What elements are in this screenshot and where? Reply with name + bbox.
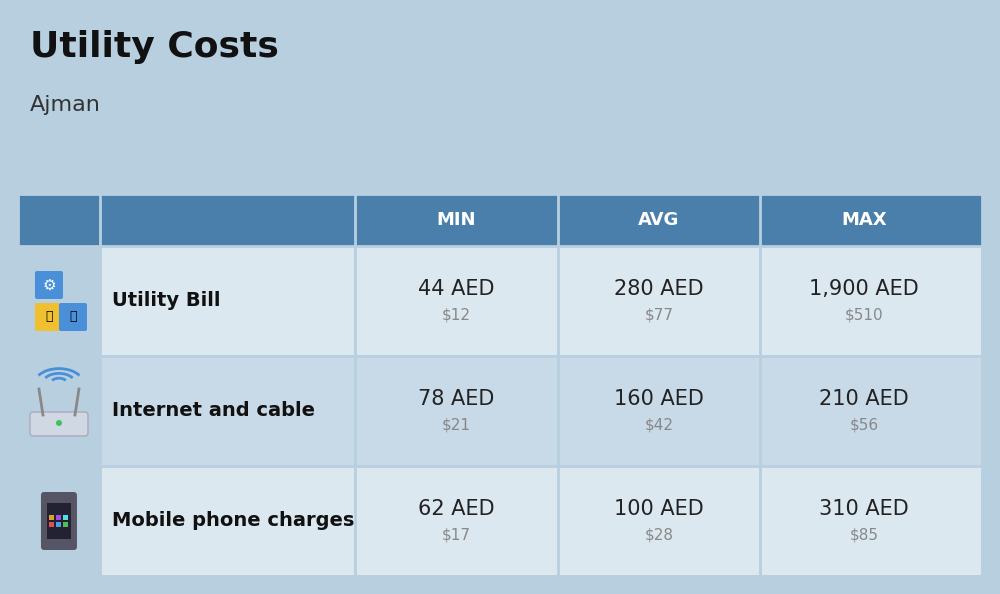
Text: 160 AED: 160 AED: [614, 389, 704, 409]
Text: $17: $17: [442, 527, 471, 542]
Bar: [56, 522, 61, 527]
Text: 44 AED: 44 AED: [418, 279, 495, 299]
Bar: [18, 246, 100, 356]
Text: AVG: AVG: [638, 211, 680, 229]
FancyBboxPatch shape: [59, 303, 87, 331]
Text: $21: $21: [442, 418, 471, 432]
FancyBboxPatch shape: [41, 492, 77, 550]
Text: $77: $77: [645, 308, 674, 323]
Bar: [49, 522, 54, 527]
FancyBboxPatch shape: [30, 412, 88, 436]
Bar: [848, 474, 882, 548]
Text: Utility Costs: Utility Costs: [30, 30, 279, 64]
FancyBboxPatch shape: [35, 303, 63, 331]
Text: Mobile phone charges: Mobile phone charges: [112, 511, 354, 530]
Bar: [18, 356, 100, 466]
Bar: [882, 523, 968, 548]
Bar: [882, 474, 968, 499]
Text: ⚙: ⚙: [42, 277, 56, 292]
Bar: [63, 522, 68, 527]
Text: 210 AED: 210 AED: [819, 389, 909, 409]
Text: 78 AED: 78 AED: [418, 389, 495, 409]
Text: MAX: MAX: [841, 211, 887, 229]
Bar: [63, 515, 68, 520]
Text: $56: $56: [849, 418, 878, 432]
Text: 280 AED: 280 AED: [614, 279, 704, 299]
Bar: [18, 194, 982, 246]
Text: 1,900 AED: 1,900 AED: [809, 279, 919, 299]
Circle shape: [56, 420, 62, 426]
Text: $85: $85: [849, 527, 878, 542]
Text: 100 AED: 100 AED: [614, 499, 704, 519]
Bar: [18, 356, 982, 466]
Text: $12: $12: [442, 308, 471, 323]
Bar: [47, 503, 71, 539]
Text: 310 AED: 310 AED: [819, 499, 909, 519]
Text: $28: $28: [645, 527, 674, 542]
Text: 62 AED: 62 AED: [418, 499, 495, 519]
Bar: [882, 499, 968, 523]
Bar: [18, 246, 982, 356]
Bar: [18, 466, 100, 576]
Bar: [56, 515, 61, 520]
Text: $42: $42: [645, 418, 674, 432]
Text: 💧: 💧: [69, 311, 77, 324]
Text: $510: $510: [845, 308, 883, 323]
FancyBboxPatch shape: [35, 271, 63, 299]
Text: Utility Bill: Utility Bill: [112, 292, 220, 311]
Text: 🔌: 🔌: [45, 311, 53, 324]
Text: MIN: MIN: [437, 211, 476, 229]
Text: Ajman: Ajman: [30, 95, 101, 115]
Text: Internet and cable: Internet and cable: [112, 402, 315, 421]
Bar: [49, 515, 54, 520]
Bar: [18, 466, 982, 576]
